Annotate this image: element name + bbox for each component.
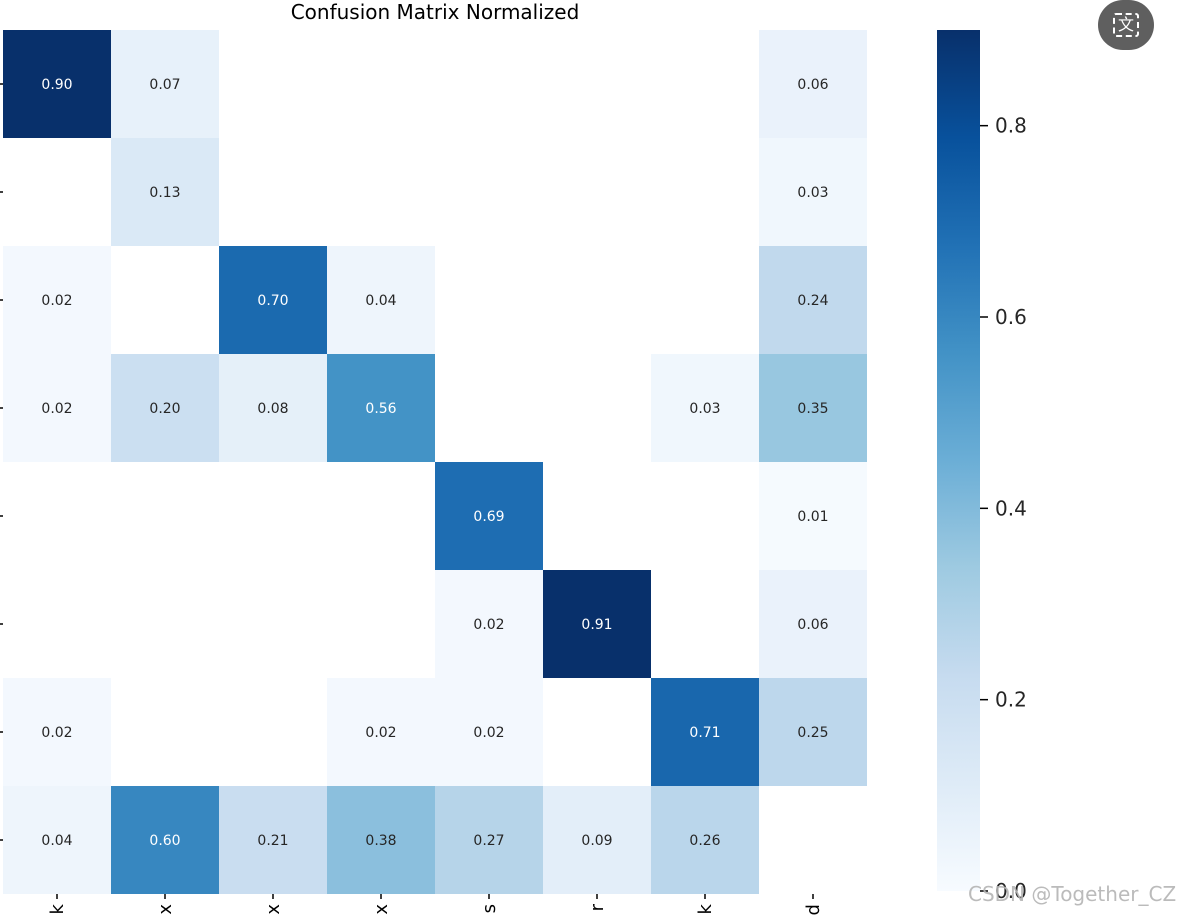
cell-value-label-r0-c0: 0.90: [41, 77, 72, 93]
translate-button[interactable]: 文: [1098, 0, 1154, 50]
heatmap-cell-r3-c3: [327, 354, 435, 462]
cell-value-label-r3-c6: 0.03: [689, 401, 720, 417]
heatmap-cell-r3-c6: [651, 354, 759, 462]
x-tick-label-1: x: [155, 904, 176, 915]
cell-value-label-r3-c1: 0.20: [149, 401, 180, 417]
colorbar-tick-label-4: 0.8: [995, 114, 1027, 138]
heatmap-cell-r5-c4: [435, 570, 543, 678]
heatmap-cells: 0.90 0.07 0.06 0.13 0.03 0.02 0.70 0.04 0.24 0.02…: [3, 30, 867, 894]
watermark: CSDN @Together_CZ: [968, 882, 1177, 906]
heatmap-cell-r5-c7: [759, 570, 867, 678]
cell-value-label-r2-c3: 0.04: [365, 293, 396, 309]
colorbar-tick-label-3: 0.6: [995, 305, 1027, 329]
heatmap-cell-r3-c1: [111, 354, 219, 462]
heatmap-cell-r7-c2: [219, 786, 327, 894]
x-tick-label-3: x: [371, 904, 392, 915]
cell-value-label-r5-c4: 0.02: [473, 617, 504, 633]
x-tick-label-4: s: [479, 904, 500, 913]
cell-value-label-r1-c1: 0.13: [149, 185, 180, 201]
heatmap-cell-r6-c3: [327, 678, 435, 786]
cell-value-label-r0-c7: 0.06: [797, 77, 828, 93]
heatmap-cell-r6-c0: [3, 678, 111, 786]
heatmap-cell-r1-c7: [759, 138, 867, 246]
heatmap-cell-r3-c7: [759, 354, 867, 462]
cell-value-label-r4-c7: 0.01: [797, 509, 828, 525]
cell-value-label-r5-c7: 0.06: [797, 617, 828, 633]
heatmap-cell-r7-c0: [3, 786, 111, 894]
cell-value-label-r6-c3: 0.02: [365, 725, 396, 741]
cell-value-label-r7-c5: 0.09: [581, 833, 612, 849]
cell-value-label-r6-c4: 0.02: [473, 725, 504, 741]
cell-value-label-r3-c3: 0.56: [365, 401, 396, 417]
cell-value-label-r7-c1: 0.60: [149, 833, 180, 849]
heatmap-cell-r7-c3: [327, 786, 435, 894]
cell-value-label-r0-c1: 0.07: [149, 77, 180, 93]
cell-value-label-r7-c0: 0.04: [41, 833, 72, 849]
cell-value-label-r2-c0: 0.02: [41, 293, 72, 309]
heatmap-cell-r2-c3: [327, 246, 435, 354]
heatmap-cell-r3-c0: [3, 354, 111, 462]
heatmap-cell-r7-c6: [651, 786, 759, 894]
x-tick-label-7: d: [803, 904, 824, 915]
colorbar-tick-label-0: 0.0: [995, 879, 1027, 903]
cell-value-label-r4-c4: 0.69: [473, 509, 504, 525]
heatmap-cell-r4-c4: [435, 462, 543, 570]
cell-value-label-r2-c7: 0.24: [797, 293, 828, 309]
colorbar-tick-label-1: 0.2: [995, 688, 1027, 712]
heatmap-cell-r0-c7: [759, 30, 867, 138]
heatmap-cell-r3-c2: [219, 354, 327, 462]
cell-value-label-r3-c7: 0.35: [797, 401, 828, 417]
cell-value-label-r6-c7: 0.25: [797, 725, 828, 741]
cell-value-label-r1-c7: 0.03: [797, 185, 828, 201]
x-tick-label-5: r: [587, 903, 608, 911]
cell-value-label-r2-c2: 0.70: [257, 293, 288, 309]
cell-value-label-r7-c4: 0.27: [473, 833, 504, 849]
heatmap-cell-r7-c5: [543, 786, 651, 894]
heatmap-cell-r0-c1: [111, 30, 219, 138]
heatmap-cell-r7-c4: [435, 786, 543, 894]
heatmap-cell-r6-c4: [435, 678, 543, 786]
chart-title: Confusion Matrix Normalized: [291, 0, 580, 24]
translate-icon: 文: [1113, 13, 1139, 37]
cell-value-label-r3-c0: 0.02: [41, 401, 72, 417]
x-tick-label-2: x: [263, 904, 284, 915]
heatmap-cell-r7-c1: [111, 786, 219, 894]
cell-value-label-r7-c2: 0.21: [257, 833, 288, 849]
cell-value-label-r6-c0: 0.02: [41, 725, 72, 741]
heatmap-cell-r6-c7: [759, 678, 867, 786]
cell-value-label-r5-c5: 0.91: [581, 617, 612, 633]
x-tick-label-6: k: [695, 903, 716, 914]
heatmap-cell-r2-c7: [759, 246, 867, 354]
colorbar: [937, 30, 980, 891]
cell-value-label-r7-c3: 0.38: [365, 833, 396, 849]
heatmap-cell-r2-c0: [3, 246, 111, 354]
colorbar-tick-label-2: 0.4: [995, 496, 1027, 520]
heatmap-cell-r2-c2: [219, 246, 327, 354]
heatmap-cell-r4-c7: [759, 462, 867, 570]
cell-value-label-r3-c2: 0.08: [257, 401, 288, 417]
heatmap-cell-r5-c5: [543, 570, 651, 678]
heatmap-cell-r0-c0: [3, 30, 111, 138]
x-tick-label-0: k: [47, 903, 68, 914]
cell-value-label-r6-c6: 0.71: [689, 725, 720, 741]
colorbar-ticks: 0.0 0.2 0.4 0.6 0.8: [980, 114, 1027, 903]
y-axis-ticks: [0, 83, 3, 841]
cell-value-label-r7-c6: 0.26: [689, 833, 720, 849]
heatmap-cell-r1-c1: [111, 138, 219, 246]
heatmap-cell-r6-c6: [651, 678, 759, 786]
